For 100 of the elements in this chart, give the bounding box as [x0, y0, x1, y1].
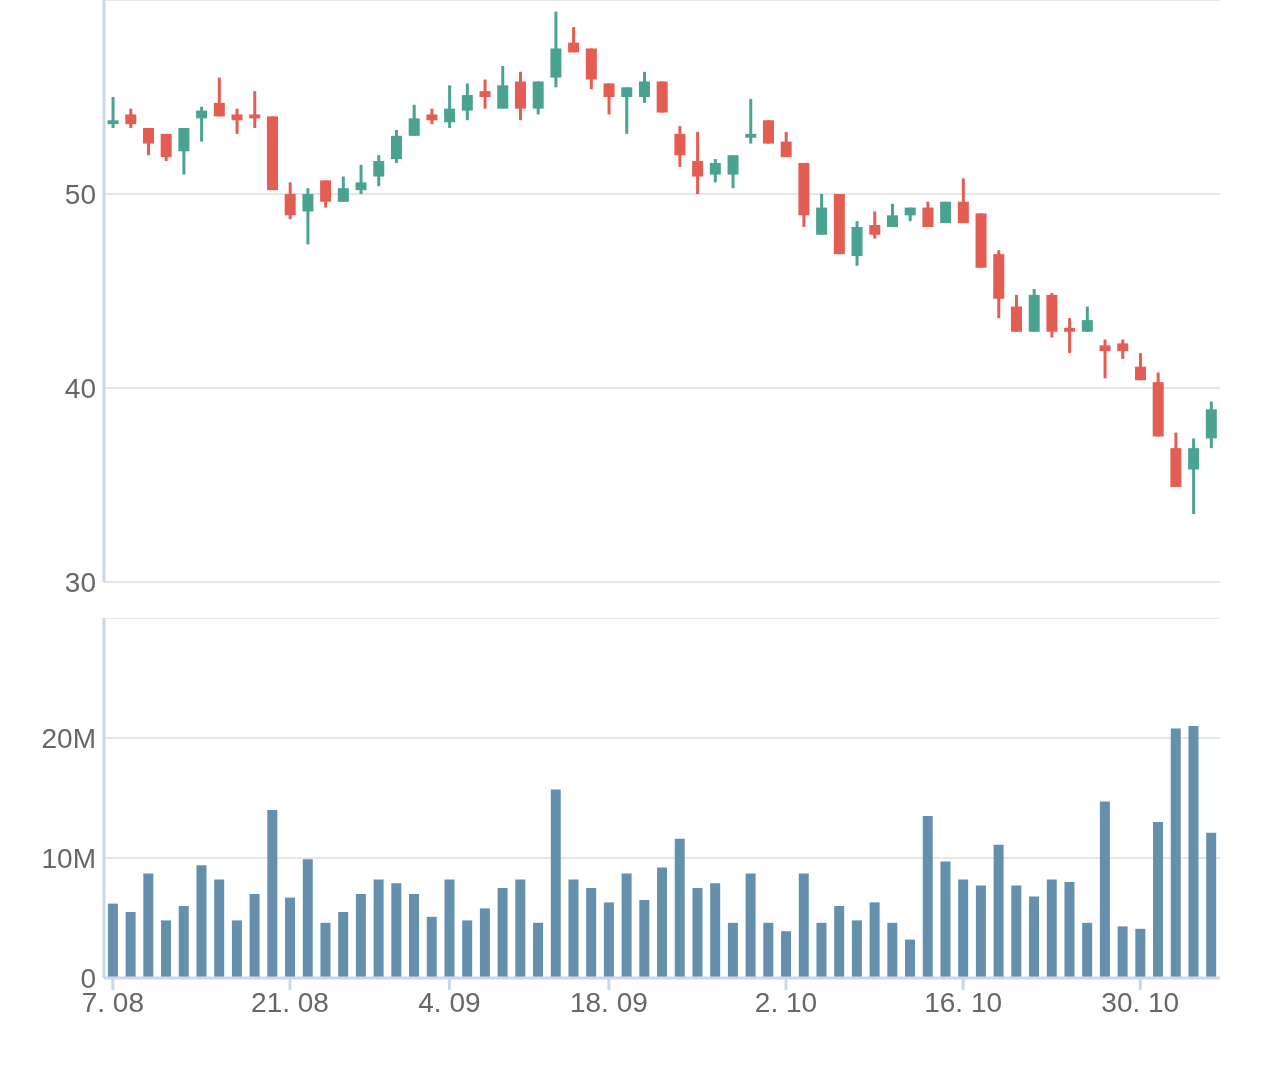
x-tick-label: 21. 08 [251, 986, 329, 1018]
bar [107, 903, 118, 978]
bar [940, 861, 951, 978]
x-tick-label: 16. 10 [924, 986, 1003, 1018]
candlestick [692, 130, 704, 194]
bar [426, 916, 437, 978]
candlestick [1117, 339, 1129, 359]
candlestick [1064, 318, 1076, 355]
bar [479, 908, 490, 978]
bar [1082, 922, 1093, 978]
candlestick [390, 129, 402, 163]
bar [178, 906, 189, 978]
bar [958, 879, 969, 978]
candlestick [213, 77, 225, 117]
bar [603, 902, 614, 978]
candlestick [178, 128, 190, 175]
bar [816, 922, 827, 978]
bar [515, 879, 526, 978]
candlestick [373, 155, 385, 188]
bar [462, 920, 473, 978]
bar [302, 859, 313, 978]
candlestick [160, 132, 172, 162]
candlestick [408, 103, 420, 136]
bar [745, 873, 756, 978]
bar [214, 879, 225, 978]
bar [851, 920, 862, 978]
bar [125, 912, 136, 978]
y-tick-label: 40 [64, 372, 96, 404]
candlestick [603, 83, 615, 115]
candlestick [479, 79, 491, 109]
candlestick [320, 180, 332, 208]
bar [533, 922, 544, 978]
candlestick [461, 83, 473, 121]
candlestick [638, 70, 650, 103]
bar [1135, 928, 1146, 978]
bar [834, 906, 845, 978]
bar [285, 897, 296, 978]
candlestick [674, 126, 686, 167]
bar [887, 922, 898, 978]
bar [692, 888, 703, 978]
candlestick [1188, 438, 1200, 516]
bar [550, 789, 561, 978]
candlestick [355, 163, 367, 194]
x-tick-label: 18. 09 [569, 986, 648, 1018]
candlestick [621, 87, 633, 134]
candlestick [568, 27, 580, 53]
candlestick [957, 178, 969, 225]
y-tick-label: 0 [80, 962, 96, 994]
bar [231, 920, 242, 978]
bar [993, 844, 1004, 978]
candlestick [709, 159, 721, 183]
bar [1153, 822, 1164, 978]
bar [710, 883, 721, 978]
bar [1117, 926, 1128, 978]
x-tick-label: 4. 09 [418, 986, 481, 1018]
candlestick [922, 200, 934, 227]
y-tick-label: 50 [64, 178, 96, 210]
candlestick [1099, 339, 1111, 379]
bar [657, 867, 668, 978]
bar [975, 885, 986, 978]
bar [267, 810, 278, 978]
y-tick-label: 30 [64, 566, 96, 598]
bar [249, 894, 260, 978]
bar [905, 939, 916, 978]
candlestick [196, 106, 208, 142]
candlestick [249, 91, 261, 130]
bar [320, 922, 331, 978]
candlestick [780, 130, 792, 159]
candlestick [125, 108, 137, 130]
candlestick [1081, 306, 1093, 332]
bar [869, 902, 880, 978]
candlestick [284, 182, 296, 221]
bar [674, 838, 685, 978]
bar [1064, 882, 1075, 978]
bar [568, 879, 579, 978]
bar [763, 922, 774, 978]
bar [798, 873, 809, 978]
bar [355, 894, 366, 978]
bar [727, 922, 738, 978]
candlestick [444, 85, 456, 130]
bar [1188, 726, 1199, 978]
x-tick-label: 2. 10 [754, 986, 818, 1018]
bar [409, 894, 420, 978]
bar [781, 931, 792, 978]
bar [1206, 832, 1217, 978]
bar [1029, 896, 1040, 978]
bar [196, 865, 207, 978]
candlestick [1134, 353, 1146, 382]
y-tick-label: 20M [41, 722, 96, 754]
y-tick-label: 10M [41, 842, 96, 874]
bar [373, 879, 384, 978]
bar [1170, 728, 1181, 978]
bar [444, 879, 455, 978]
candlestick [142, 128, 154, 157]
candlestick [497, 64, 509, 109]
bar [338, 912, 349, 978]
bar [1046, 879, 1057, 978]
bar [639, 900, 650, 978]
bar [143, 873, 154, 978]
bar [1011, 885, 1022, 978]
